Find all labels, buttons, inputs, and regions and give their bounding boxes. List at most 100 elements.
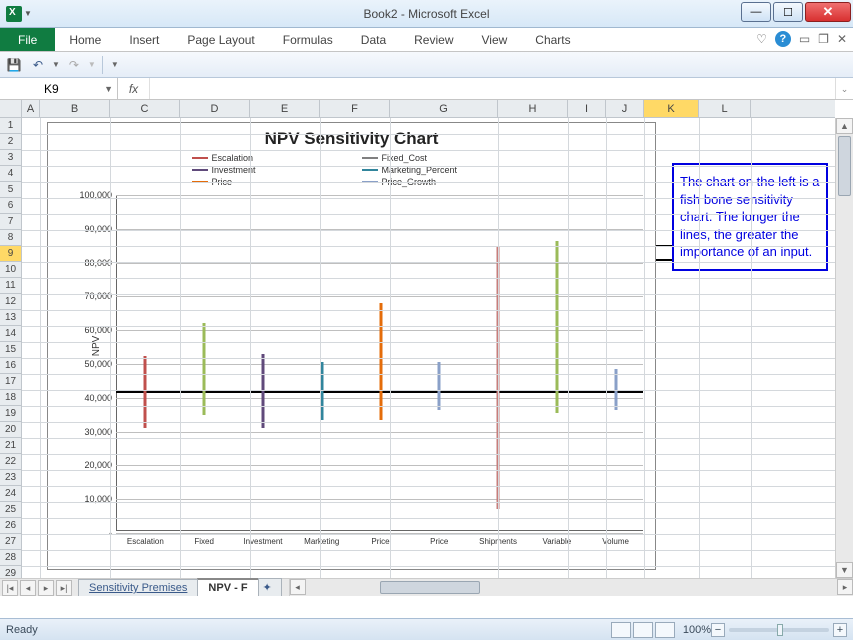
- sheet-tab[interactable]: NPV - F: [197, 578, 258, 596]
- tab-review[interactable]: Review: [400, 28, 467, 51]
- name-box[interactable]: K9 ▼: [0, 78, 118, 99]
- row-header-17[interactable]: 17: [0, 374, 21, 390]
- minimize-ribbon-icon[interactable]: ▭: [799, 32, 810, 46]
- row-header-28[interactable]: 28: [0, 550, 21, 566]
- tab-data[interactable]: Data: [347, 28, 400, 51]
- note-textbox[interactable]: The chart on the left is a fish bone sen…: [672, 163, 828, 271]
- column-header-A[interactable]: A: [22, 100, 40, 117]
- file-tab[interactable]: File: [0, 28, 55, 51]
- worksheet-grid[interactable]: ABCDEFGHIJKL 123456789101112131415161718…: [0, 100, 853, 596]
- row-header-25[interactable]: 25: [0, 502, 21, 518]
- row-header-2[interactable]: 2: [0, 134, 21, 150]
- row-header-15[interactable]: 15: [0, 342, 21, 358]
- formula-input[interactable]: [150, 78, 835, 99]
- column-header-B[interactable]: B: [40, 100, 110, 117]
- tab-page-layout[interactable]: Page Layout: [173, 28, 268, 51]
- row-header-19[interactable]: 19: [0, 406, 21, 422]
- row-header-4[interactable]: 4: [0, 166, 21, 182]
- sheet-nav-last-icon[interactable]: ▸|: [56, 580, 72, 596]
- page-break-view-icon[interactable]: [655, 622, 675, 638]
- row-header-12[interactable]: 12: [0, 294, 21, 310]
- redo-icon[interactable]: ↷: [64, 55, 84, 75]
- heart-icon[interactable]: ♡: [756, 32, 767, 46]
- horizontal-scrollbar[interactable]: ◂ ▸: [289, 579, 853, 596]
- qat-dropdown-icon[interactable]: ▼: [24, 9, 32, 18]
- row-header-6[interactable]: 6: [0, 198, 21, 214]
- cells-area[interactable]: NPV Sensitivity Chart EscalationFixed_Co…: [22, 118, 835, 578]
- scroll-down-icon[interactable]: ▼: [836, 562, 853, 578]
- row-header-5[interactable]: 5: [0, 182, 21, 198]
- row-header-18[interactable]: 18: [0, 390, 21, 406]
- column-header-C[interactable]: C: [110, 100, 180, 117]
- zoom-in-icon[interactable]: +: [833, 623, 847, 637]
- row-header-23[interactable]: 23: [0, 470, 21, 486]
- customize-qat-icon[interactable]: ▼: [111, 60, 119, 69]
- tab-view[interactable]: View: [468, 28, 522, 51]
- column-header-G[interactable]: G: [390, 100, 498, 117]
- column-header-E[interactable]: E: [250, 100, 320, 117]
- tab-insert[interactable]: Insert: [115, 28, 173, 51]
- row-header-14[interactable]: 14: [0, 326, 21, 342]
- row-header-11[interactable]: 11: [0, 278, 21, 294]
- name-box-dropdown-icon[interactable]: ▼: [104, 84, 113, 94]
- minimize-button[interactable]: —: [741, 2, 771, 22]
- row-header-8[interactable]: 8: [0, 230, 21, 246]
- row-header-10[interactable]: 10: [0, 262, 21, 278]
- normal-view-icon[interactable]: [611, 622, 631, 638]
- row-header-7[interactable]: 7: [0, 214, 21, 230]
- row-header-20[interactable]: 20: [0, 422, 21, 438]
- row-header-22[interactable]: 22: [0, 454, 21, 470]
- zoom-slider[interactable]: [729, 628, 829, 632]
- hscroll-thumb[interactable]: [380, 581, 480, 594]
- vertical-scrollbar[interactable]: ▲ ▼: [835, 118, 853, 578]
- sheet-tab[interactable]: Sensitivity Premises: [78, 579, 198, 596]
- maximize-button[interactable]: ☐: [773, 2, 803, 22]
- row-header-13[interactable]: 13: [0, 310, 21, 326]
- zoom-out-icon[interactable]: −: [711, 623, 725, 637]
- fx-icon[interactable]: fx: [118, 78, 150, 99]
- column-header-J[interactable]: J: [606, 100, 644, 117]
- row-header-26[interactable]: 26: [0, 518, 21, 534]
- tab-charts[interactable]: Charts: [521, 28, 584, 51]
- zoom-level[interactable]: 100%: [683, 624, 711, 636]
- row-header-21[interactable]: 21: [0, 438, 21, 454]
- scroll-up-icon[interactable]: ▲: [836, 118, 853, 134]
- vscroll-thumb[interactable]: [838, 136, 851, 196]
- sheet-nav-prev-icon[interactable]: ◂: [20, 580, 36, 596]
- scroll-right-icon[interactable]: ▸: [837, 579, 853, 595]
- restore-window-icon[interactable]: ❐: [818, 32, 829, 46]
- column-header-H[interactable]: H: [498, 100, 568, 117]
- redo-dropdown-icon[interactable]: ▼: [88, 60, 96, 69]
- tab-home[interactable]: Home: [55, 28, 115, 51]
- scroll-left-icon[interactable]: ◂: [290, 579, 306, 595]
- row-header-24[interactable]: 24: [0, 486, 21, 502]
- column-header-F[interactable]: F: [320, 100, 390, 117]
- select-all-corner[interactable]: [0, 100, 22, 118]
- new-sheet-icon[interactable]: ✦: [258, 578, 282, 596]
- row-header-9[interactable]: 9: [0, 246, 21, 262]
- zoom-thumb[interactable]: [777, 624, 783, 636]
- tab-formulas[interactable]: Formulas: [269, 28, 347, 51]
- page-layout-view-icon[interactable]: [633, 622, 653, 638]
- help-icon[interactable]: ?: [775, 31, 791, 47]
- row-header-16[interactable]: 16: [0, 358, 21, 374]
- undo-icon[interactable]: ↶: [28, 55, 48, 75]
- close-workbook-icon[interactable]: ✕: [837, 32, 847, 46]
- column-header-D[interactable]: D: [180, 100, 250, 117]
- column-header-K[interactable]: K: [644, 100, 699, 117]
- formula-expand-icon[interactable]: ⌄: [835, 78, 853, 99]
- sheet-tabs: Sensitivity PremisesNPV - F✦: [74, 579, 281, 596]
- save-icon[interactable]: 💾: [4, 55, 24, 75]
- close-button[interactable]: ✕: [805, 2, 851, 22]
- column-header-L[interactable]: L: [699, 100, 751, 117]
- column-headers[interactable]: ABCDEFGHIJKL: [22, 100, 835, 118]
- undo-dropdown-icon[interactable]: ▼: [52, 60, 60, 69]
- row-header-27[interactable]: 27: [0, 534, 21, 550]
- sheet-nav-next-icon[interactable]: ▸: [38, 580, 54, 596]
- row-headers[interactable]: 1234567891011121314151617181920212223242…: [0, 118, 22, 578]
- column-header-I[interactable]: I: [568, 100, 606, 117]
- row-header-1[interactable]: 1: [0, 118, 21, 134]
- row-header-3[interactable]: 3: [0, 150, 21, 166]
- y-tick-label: 40,000: [84, 393, 116, 403]
- sheet-nav-first-icon[interactable]: |◂: [2, 580, 18, 596]
